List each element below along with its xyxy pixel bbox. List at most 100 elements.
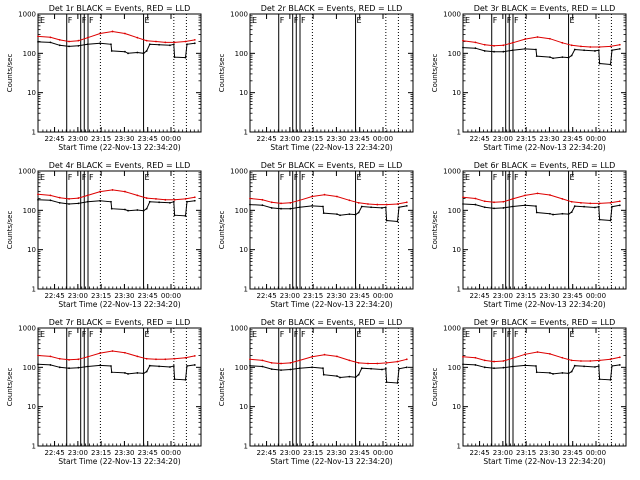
events-series-point	[173, 378, 176, 381]
panel-title: Det 4r BLACK = Events, RED = LLD	[49, 161, 191, 170]
flag-label: F	[68, 330, 73, 339]
lld-series-point	[249, 197, 251, 200]
events-series-point	[597, 205, 600, 208]
events-series-point	[249, 203, 251, 206]
events-series-point	[511, 205, 514, 208]
lld-series-point	[536, 192, 539, 195]
events-series-point	[193, 199, 196, 202]
lld-series-point	[367, 362, 369, 365]
y-axis-label: Counts/sec	[6, 211, 14, 250]
events-series-point	[502, 366, 505, 369]
events-series-point	[37, 41, 39, 43]
events-series-point	[49, 41, 52, 44]
y-tick-label: 100	[448, 50, 461, 58]
lld-series-point	[111, 350, 114, 352]
flag-label-corner: E	[465, 16, 470, 25]
events-series-point	[110, 200, 112, 203]
events-series-point	[145, 370, 148, 373]
y-tick-label: 1000	[443, 11, 461, 19]
events-series-point	[280, 369, 282, 372]
events-series-point	[99, 199, 101, 202]
events-series-point	[384, 367, 387, 370]
y-tick-label: 100	[23, 364, 36, 372]
events-series-point	[552, 57, 554, 60]
events-series-point	[336, 213, 338, 216]
lld-series-point	[502, 44, 505, 47]
events-series-point	[609, 63, 612, 66]
panel-det-8r: Det 8r BLACK = Events, RED = LLD 1 10 100 10…	[218, 318, 414, 466]
events-series-point	[385, 381, 388, 384]
y-tick-label: 10	[452, 89, 461, 97]
lld-series-point	[549, 194, 551, 196]
events-series-point	[570, 211, 573, 214]
events-series-point	[110, 50, 113, 52]
events-series-point	[567, 213, 570, 216]
lld-series-point	[511, 198, 514, 200]
flag-label: F	[89, 173, 94, 182]
lld-series-point	[524, 353, 526, 356]
panel-title: Det 8r BLACK = Events, RED = LLD	[261, 318, 403, 327]
lld-series-point	[580, 201, 582, 204]
events-series-point	[474, 47, 477, 50]
lld-series-point	[561, 198, 564, 200]
x-tick-label: 22:45	[256, 135, 276, 143]
y-tick-label: 1	[244, 443, 248, 451]
events-series-point	[193, 42, 196, 45]
events-series-point	[270, 207, 273, 209]
lld-series-point	[37, 35, 39, 38]
events-series-point	[549, 372, 551, 374]
events-series-point	[322, 373, 325, 376]
lld-series-point	[396, 360, 399, 363]
events-series	[37, 199, 195, 217]
events-series-point	[524, 47, 526, 50]
lld-series-point	[618, 43, 621, 46]
lld-series	[37, 30, 195, 43]
events-series-point	[173, 214, 176, 217]
lld-series-point	[598, 202, 601, 205]
events-series-point	[594, 50, 596, 52]
y-tick-label: 10	[239, 403, 248, 411]
lld-series-point	[524, 38, 526, 41]
lld-series-point	[77, 197, 80, 199]
events-series-point	[127, 209, 129, 212]
events-series-point	[261, 204, 264, 207]
lld-series-point	[184, 40, 187, 43]
events-series-point	[289, 207, 292, 210]
lld-series-point	[58, 357, 61, 360]
y-tick-label: 1000	[230, 325, 248, 333]
flag-label: F	[514, 330, 519, 339]
lld-series-point	[580, 45, 582, 48]
events-series-point	[58, 44, 61, 47]
events-series-point	[381, 368, 383, 371]
events-series-point	[535, 365, 537, 367]
flag-label: F	[280, 173, 285, 182]
lld-series-point	[570, 44, 573, 47]
lld-series-point	[549, 352, 551, 355]
lld-series-point	[289, 361, 292, 364]
lld-series-point	[561, 356, 564, 359]
events-series-point	[172, 200, 175, 203]
x-tick-label: 23:00	[68, 135, 88, 143]
x-axis-label: Start Time (22-Nov-13 22:34:20)	[270, 300, 392, 309]
x-tick-label: 23:45	[350, 135, 370, 143]
events-series-point	[618, 47, 621, 50]
events-series-point	[618, 204, 621, 207]
events-series-point	[142, 52, 145, 55]
flag-label-corner: E	[465, 330, 470, 339]
events-series-point	[549, 56, 551, 59]
events-series-point	[142, 209, 145, 212]
lld-series-point	[270, 361, 273, 364]
events-series-point	[370, 206, 372, 209]
plot-frame	[249, 327, 414, 447]
lld-series-point	[474, 41, 477, 44]
lld-series-point	[511, 357, 514, 360]
events-series-point	[573, 205, 576, 208]
flag-label: F	[507, 330, 512, 339]
flag-label: F	[82, 16, 87, 25]
events-series-point	[86, 43, 89, 46]
y-tick-label: 10	[27, 89, 36, 97]
lld-series-point	[598, 359, 601, 362]
events-series-point	[86, 365, 89, 368]
lld-series-point	[145, 39, 148, 42]
lld-series-point	[357, 361, 360, 364]
